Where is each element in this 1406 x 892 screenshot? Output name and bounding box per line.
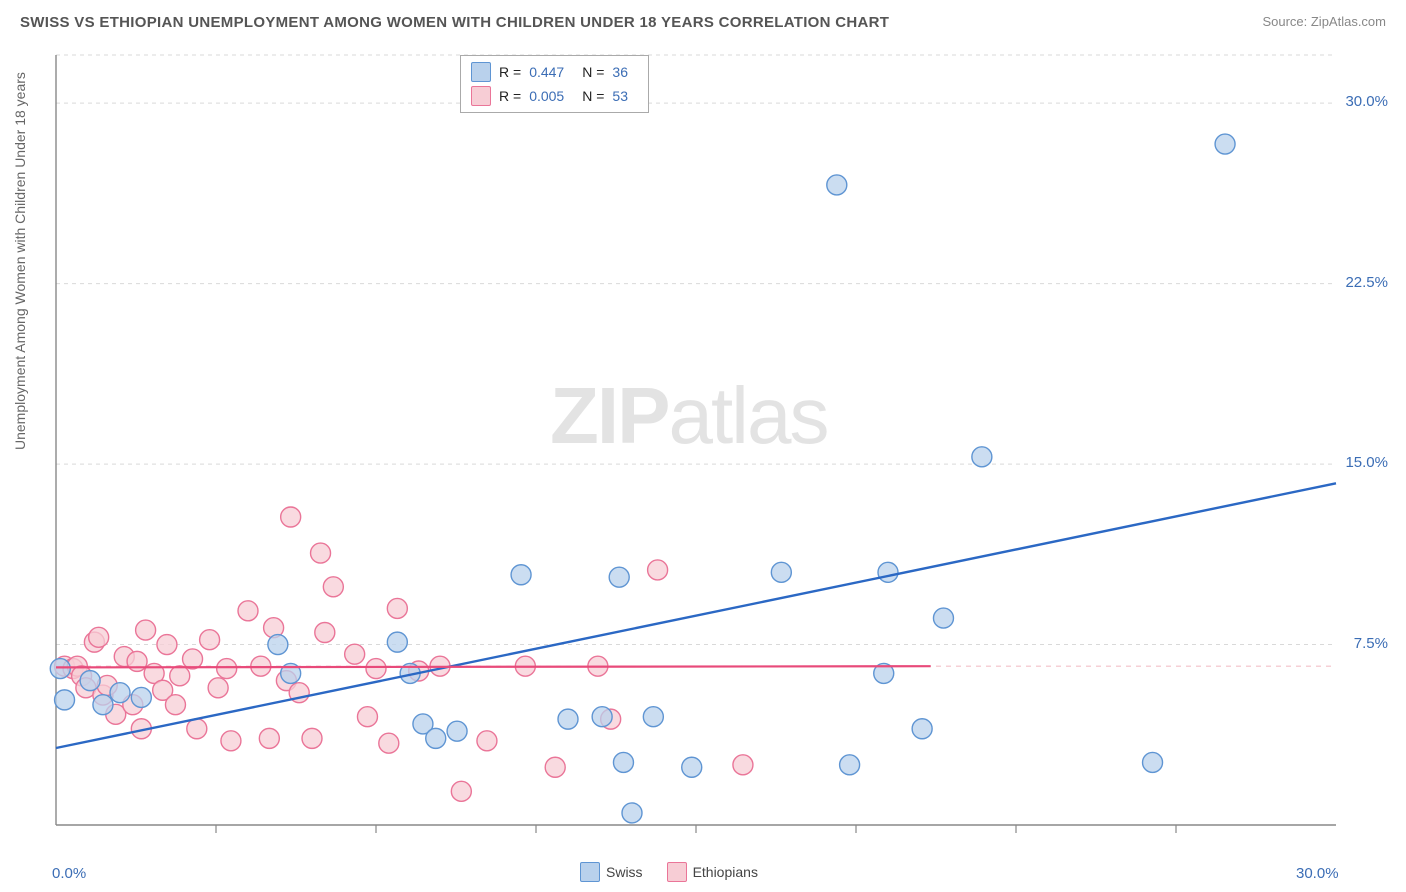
x-tick-label: 0.0% (52, 865, 86, 882)
swatch-swiss (471, 62, 491, 82)
x-tick-label: 30.0% (1296, 865, 1339, 882)
scatter-plot (0, 0, 1406, 892)
legend-swatch-ethiopians (667, 862, 687, 882)
y-tick-label: 7.5% (1354, 635, 1388, 652)
legend-item-swiss[interactable]: Swiss (580, 862, 643, 882)
chart-container: SWISS VS ETHIOPIAN UNEMPLOYMENT AMONG WO… (0, 0, 1406, 892)
swatch-ethiopians (471, 86, 491, 106)
r-value-ethiopians: 0.005 (529, 88, 564, 104)
y-tick-label: 30.0% (1345, 93, 1388, 110)
n-value-swiss: 36 (612, 64, 628, 80)
n-label: N = (582, 88, 604, 104)
legend-swatch-swiss (580, 862, 600, 882)
legend-label-swiss: Swiss (606, 864, 643, 880)
bottom-legend: Swiss Ethiopians (580, 862, 758, 882)
r-value-swiss: 0.447 (529, 64, 564, 80)
n-label: N = (582, 64, 604, 80)
n-value-ethiopians: 53 (612, 88, 628, 104)
stats-legend: R = 0.447 N = 36 R = 0.005 N = 53 (460, 55, 649, 113)
y-tick-label: 22.5% (1345, 274, 1388, 291)
legend-label-ethiopians: Ethiopians (693, 864, 758, 880)
stats-row-swiss: R = 0.447 N = 36 (471, 60, 638, 84)
stats-row-ethiopians: R = 0.005 N = 53 (471, 84, 638, 108)
legend-item-ethiopians[interactable]: Ethiopians (667, 862, 758, 882)
y-tick-label: 15.0% (1345, 454, 1388, 471)
r-label: R = (499, 64, 521, 80)
r-label: R = (499, 88, 521, 104)
